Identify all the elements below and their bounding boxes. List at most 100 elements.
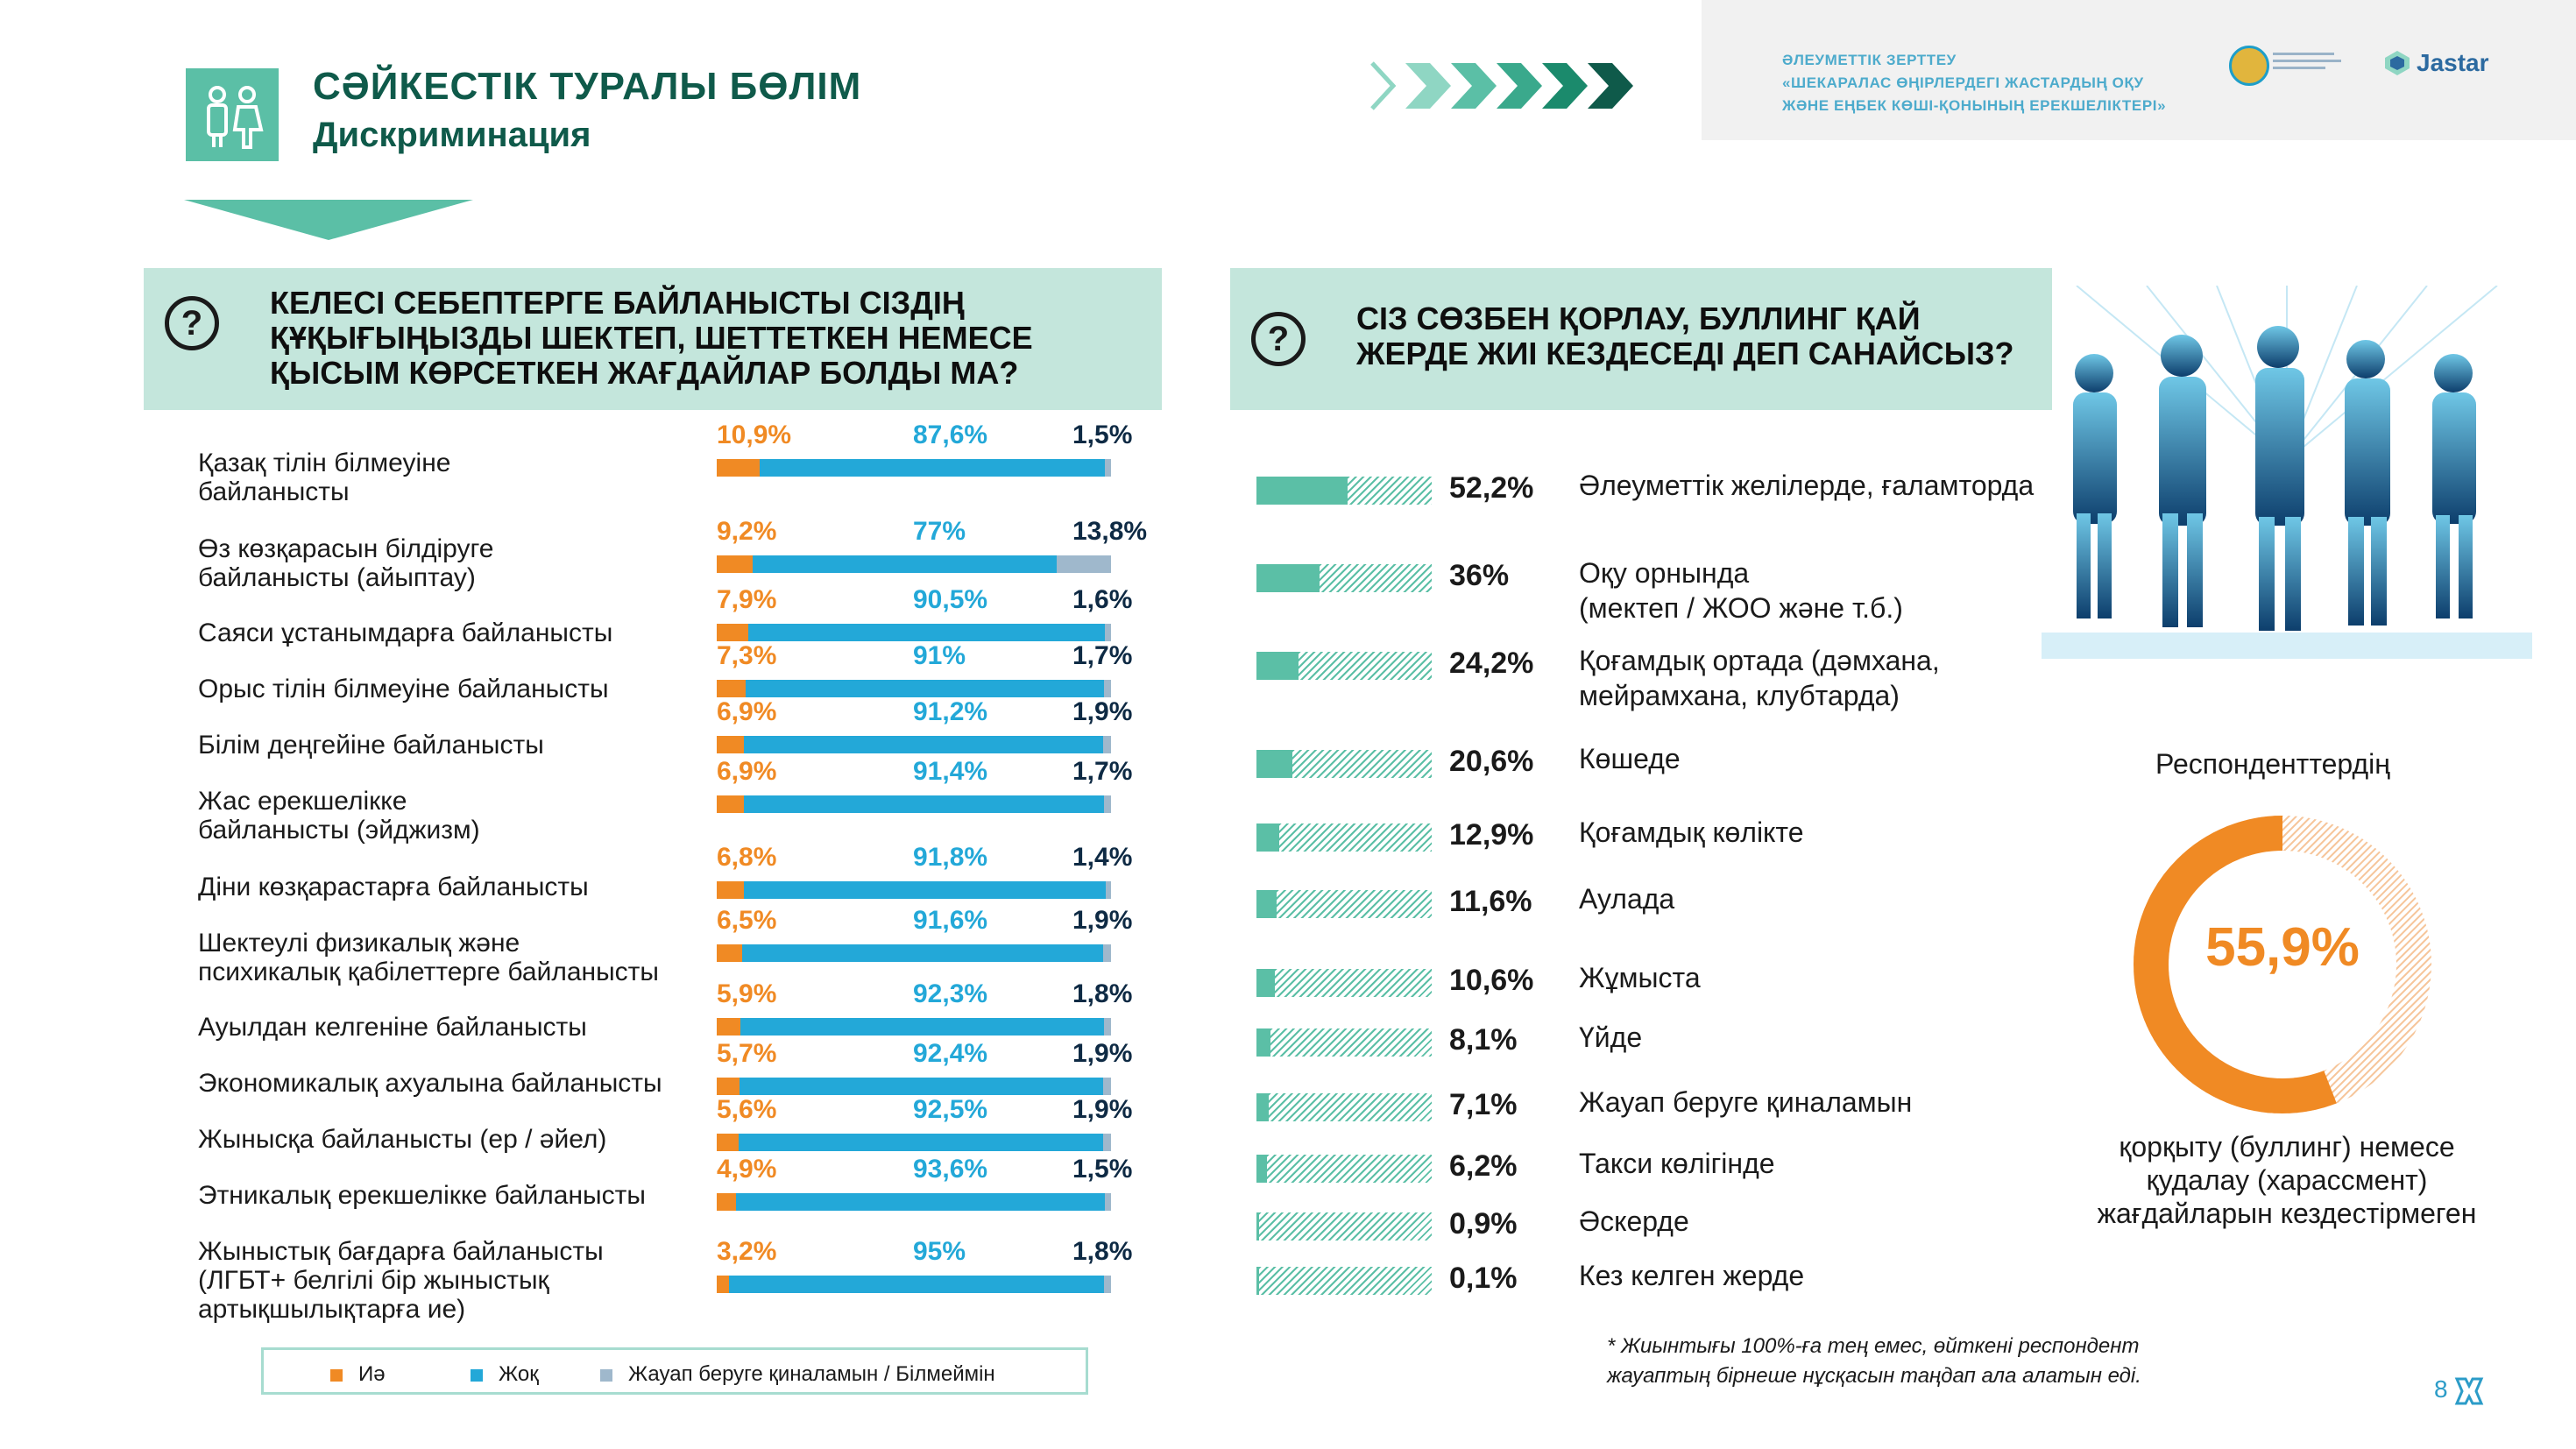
category-label: Саяси ұстанымдарға байланысты (198, 618, 706, 647)
category-label: Орыс тілін білмеуіне байланысты (198, 675, 706, 703)
value-label-na: 1,4% (1072, 843, 1133, 872)
study-info-line: ӘЛЕУМЕТТІК ЗЕРТТЕУ (1782, 52, 1957, 68)
category-label: Жынысқа байланысты (ер / әйел) (198, 1125, 706, 1154)
category-label-line: Үйде (1579, 1021, 1643, 1053)
bar-remainder (1259, 1267, 1432, 1295)
value-label-yes: 6,8% (717, 843, 777, 872)
category-label: Жыныстық бағдарға байланысты (ЛГБТ+ белгі… (198, 1237, 706, 1324)
study-info-line: «ШЕКАРАЛАС ӨҢІРЛЕРДЕГІ ЖАСТАРДЫҢ ОҚУ (1782, 74, 2144, 91)
value-label-yes: 3,2% (717, 1237, 777, 1266)
category-label-line: Қазақ тілін білмеуіне (198, 449, 451, 477)
category-label-line: Аулада (1579, 883, 1675, 915)
ornament-icon (2454, 1377, 2484, 1405)
value-label-yes: 7,9% (717, 585, 777, 614)
value-label-na: 1,9% (1072, 1039, 1133, 1068)
donut-caption-line: жағдайларын кездестірмеген (2097, 1198, 2477, 1229)
bar-segment-na (1103, 1078, 1111, 1095)
category-label: Этникалық ерекшелікке байланысты (198, 1181, 706, 1210)
category-label: Өз көзқарасын білдіруге байланысты (айыпт… (198, 534, 706, 592)
stacked-bar (717, 680, 1111, 697)
section-icon (186, 68, 279, 161)
study-info-text: ӘЛЕУМЕТТІК ЗЕРТТЕУ «ШЕКАРАЛАС ӨҢІРЛЕРДЕГ… (1782, 49, 2166, 117)
bar-segment-no (745, 680, 1105, 697)
category-label-line: психикалық қабілеттерге байланысты (198, 958, 659, 986)
category-label-line: Такси көлігінде (1579, 1148, 1775, 1179)
bar (1256, 564, 1432, 592)
bar (1256, 652, 1432, 680)
bar-segment-yes (717, 459, 761, 477)
category-label: Жұмыста (1579, 960, 1701, 995)
bar-segment-no (739, 1134, 1104, 1151)
bar-segment-yes (717, 1276, 730, 1293)
question-icon: ? (165, 296, 219, 350)
bar-remainder (1259, 1212, 1432, 1240)
category-label: Жас ерекшелікке байланысты (эйджизм) (198, 787, 706, 845)
category-label-line: (мектеп / ЖОО және т.б.) (1579, 592, 1903, 624)
bar-segment-no (736, 1193, 1106, 1211)
bar-segment-no (747, 624, 1105, 641)
bar (1256, 1093, 1432, 1121)
bar-segment-na (1103, 1018, 1111, 1036)
bar-segment-na (1104, 680, 1111, 697)
stacked-bar (717, 1276, 1111, 1293)
footnote: * Жиынтығы 100%-ға тең емес, өйткені рес… (1607, 1332, 2141, 1391)
bar-segment-no (740, 1018, 1104, 1036)
value-label: 20,6% (1449, 745, 1534, 778)
bar-segment-no (753, 555, 1057, 573)
category-label-line: Шектеулі физикалық және (198, 929, 520, 958)
legend-label-yes: Иә (358, 1362, 386, 1386)
value-label-yes: 6,9% (717, 697, 777, 726)
category-label-line: Этникалық ерекшелікке байланысты (198, 1181, 646, 1210)
bar-fill (1256, 652, 1299, 680)
category-label-line: Әлеуметтік желілерде, ғаламторда (1579, 470, 2035, 501)
value-label-no: 93,6% (913, 1155, 988, 1184)
category-label-line: Жынысқа байланысты (ер / әйел) (198, 1125, 607, 1154)
stacked-bar (717, 555, 1111, 573)
jastar-logo-text: Jastar (2417, 49, 2489, 76)
bar-segment-na (1056, 555, 1111, 573)
question-box-right (1230, 268, 2052, 410)
value-label-no: 91,6% (913, 906, 988, 935)
value-label: 24,2% (1449, 647, 1534, 680)
bar-segment-no (729, 1276, 1104, 1293)
bar-fill (1256, 1212, 1259, 1240)
value-label: 11,6% (1449, 885, 1532, 918)
category-label: Әскерде (1579, 1204, 1689, 1239)
bar-segment-na (1103, 1276, 1111, 1293)
stacked-bar (717, 881, 1111, 899)
bar-segment-yes (717, 1193, 737, 1211)
stacked-bar (717, 1018, 1111, 1036)
bar-fill (1256, 1267, 1259, 1295)
category-label-line: Әскерде (1579, 1205, 1689, 1237)
donut-caption: қорқыту (буллинг) немесе қудалау (харасс… (2050, 1130, 2523, 1230)
value-label-na: 1,5% (1072, 421, 1133, 449)
category-label: Қоғамдық ортада (дәмхана, мейрамхана, клу… (1579, 643, 1940, 713)
ministry-logo-text (2273, 49, 2346, 78)
category-label: Экономикалық ахуалына байланысты (198, 1069, 706, 1098)
value-label-yes: 5,9% (717, 979, 777, 1008)
value-label: 7,1% (1449, 1088, 1518, 1121)
question-line: КЕЛЕСІ СЕБЕПТЕРГЕ БАЙЛАНЫСТЫ СІЗДІҢ (270, 285, 965, 321)
value-label-no: 91,4% (913, 757, 988, 786)
category-label-line: Ауылдан келгеніне байланысты (198, 1013, 587, 1042)
value-label-yes: 7,3% (717, 641, 777, 670)
stacked-bar (717, 1193, 1111, 1211)
value-label-yes: 5,6% (717, 1095, 777, 1124)
page-title: СӘЙКЕСТІК ТУРАЛЫ БӨЛІМ (313, 65, 862, 108)
bar (1256, 969, 1432, 997)
bar-fill (1256, 477, 1348, 505)
bar-segment-na (1105, 1193, 1111, 1211)
bar-segment-no (742, 944, 1104, 962)
value-label: 6,2% (1449, 1149, 1518, 1183)
value-label-yes: 4,9% (717, 1155, 777, 1184)
bar (1256, 1212, 1432, 1240)
bar-segment-na (1104, 624, 1111, 641)
question-line: ЖЕРДЕ ЖИІ КЕЗДЕСЕДІ ДЕП САНАЙСЫЗ? (1356, 336, 2014, 371)
stacked-bar (717, 1078, 1111, 1095)
bar-segment-yes (717, 680, 746, 697)
bar (1256, 1028, 1432, 1057)
category-label-line: (ЛГБТ+ белгілі бір жыныстық (198, 1266, 549, 1295)
value-label-na: 13,8% (1072, 517, 1148, 546)
bar-remainder (1320, 564, 1432, 592)
category-label: Оқу орнында (мектеп / ЖОО және т.б.) (1579, 555, 1903, 626)
